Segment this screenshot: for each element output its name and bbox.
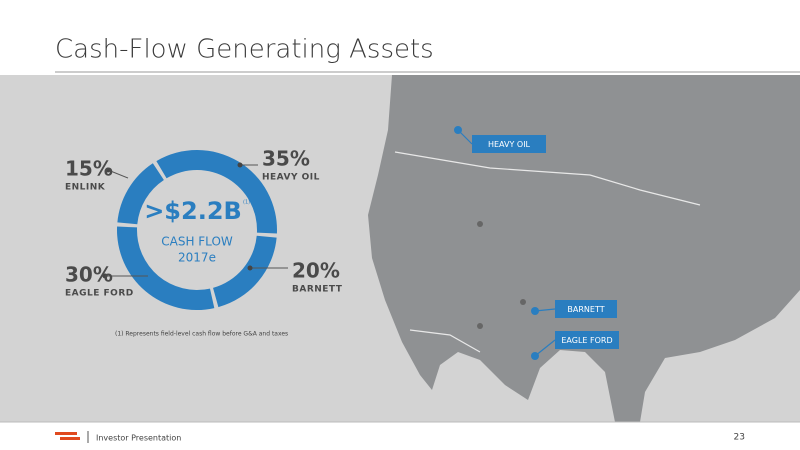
footnote: (1) Represents field-level cash flow bef… (115, 331, 288, 338)
leader-dot (102, 273, 108, 279)
page-number: 23 (734, 433, 745, 443)
callout-label: HEAVY OIL (488, 140, 531, 149)
category-label: HEAVY OIL (262, 173, 320, 183)
border-line (394, 151, 701, 206)
leader-dot (237, 162, 243, 168)
category-label: EAGLE FORD (65, 289, 134, 299)
donut-chart: 35% HEAVY OIL 20% BARNETT 30% EAGLE FORD 15% EN… (65, 147, 343, 338)
center-note: (1) (243, 200, 250, 206)
callout-box (472, 135, 546, 153)
leader-dot (247, 265, 253, 271)
callout-box (555, 300, 617, 318)
callout-line (534, 339, 556, 357)
map-dot (477, 323, 483, 329)
value-label: 20% (292, 259, 340, 283)
leader-line (107, 169, 129, 179)
map-dot (520, 299, 526, 305)
callout-box (555, 331, 619, 349)
value-label: 15% (65, 157, 113, 181)
map-labels: HEAVY OIL BARNETT EAGLE FORD (454, 126, 619, 360)
donut-segment (213, 235, 277, 308)
logo (60, 437, 80, 440)
value-label: 30% (65, 263, 113, 287)
map-dot (477, 221, 483, 227)
footer-text: Investor Presentation (96, 434, 181, 443)
callout-label: EAGLE FORD (561, 336, 612, 345)
callout-label: BARNETT (567, 305, 604, 314)
map-land (368, 75, 800, 422)
slide-title: Cash-Flow Generating Assets (55, 35, 434, 65)
donut-segment (156, 150, 277, 234)
center-sublabel: 2017e (178, 251, 216, 265)
callout-dot (531, 307, 539, 315)
border-line (409, 329, 481, 353)
leader-dot (105, 167, 111, 173)
donut-segment (117, 163, 164, 225)
callout-dot (531, 352, 539, 360)
callout-dot (454, 126, 462, 134)
logo (55, 432, 77, 435)
category-label: BARNETT (292, 285, 343, 295)
value-label: 35% (262, 147, 310, 171)
center-value: >$2.2B (144, 197, 242, 225)
donut-segment (117, 226, 215, 310)
category-label: ENLINK (65, 183, 106, 193)
center-label: CASH FLOW (161, 235, 233, 249)
